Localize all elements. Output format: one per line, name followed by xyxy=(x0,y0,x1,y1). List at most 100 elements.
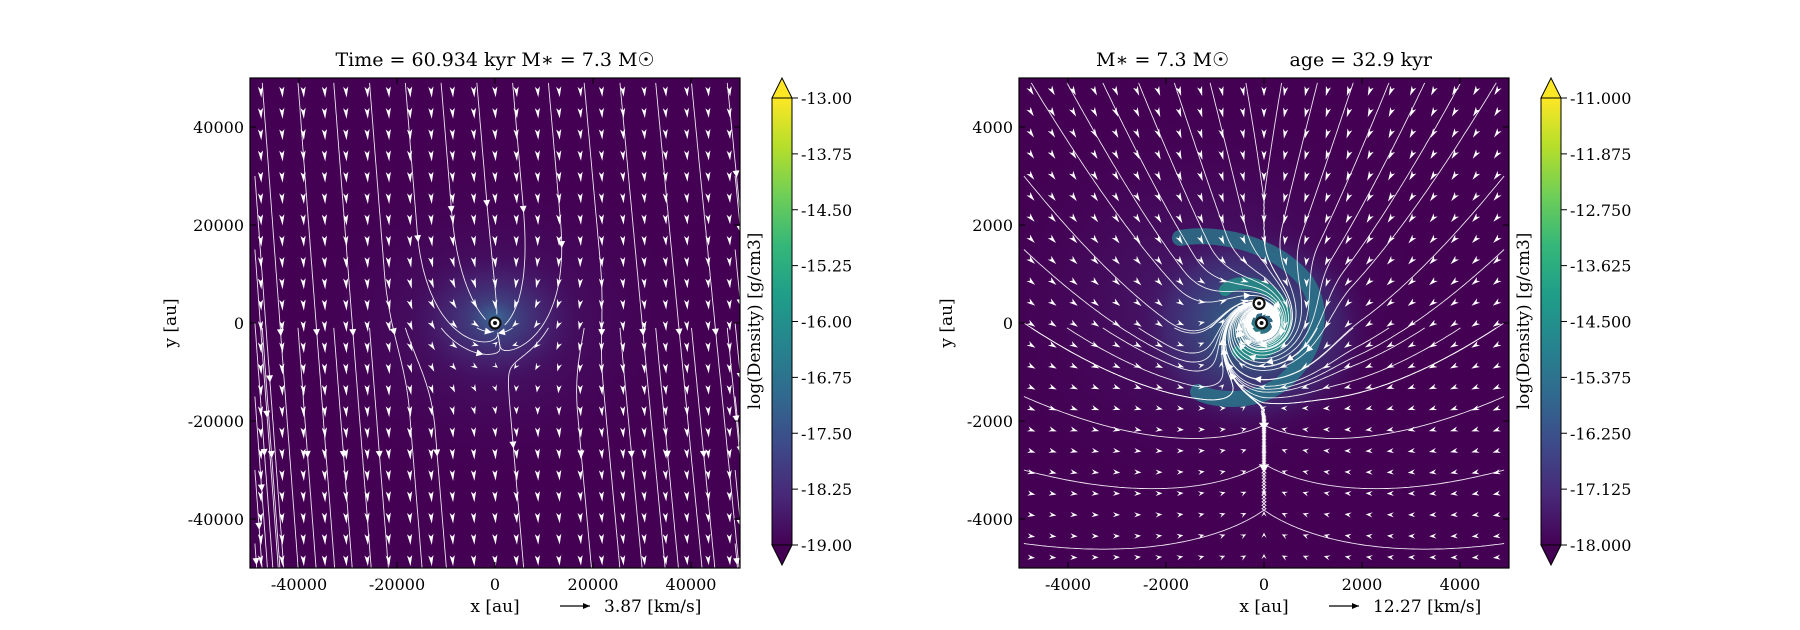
velocity-arrow xyxy=(1026,341,1036,348)
velocity-arrow xyxy=(1027,469,1036,475)
velocity-arrow xyxy=(1026,319,1036,327)
velocity-arrow xyxy=(705,406,711,417)
streamline-arrowhead xyxy=(733,557,740,566)
velocity-arrow xyxy=(662,342,668,353)
velocity-arrow xyxy=(662,427,668,438)
velocity-arrow xyxy=(556,555,562,566)
velocity-arrow xyxy=(279,235,285,247)
velocity-arrow xyxy=(300,299,306,311)
streamline xyxy=(254,322,274,568)
velocity-arrow xyxy=(407,491,413,503)
velocity-arrow xyxy=(470,427,476,438)
velocity-arrow xyxy=(257,406,264,418)
velocity-arrow xyxy=(385,406,391,418)
velocity-arrow xyxy=(556,406,562,416)
velocity-arrow xyxy=(1175,107,1182,118)
velocity-arrow xyxy=(491,362,498,368)
velocity-arrow xyxy=(1155,405,1163,411)
velocity-arrow xyxy=(1155,448,1163,454)
velocity-arrow xyxy=(726,256,732,267)
velocity-arrow xyxy=(535,277,541,289)
velocity-arrow xyxy=(1388,85,1395,96)
velocity-arrow xyxy=(1430,149,1438,159)
velocity-arrow xyxy=(257,171,264,183)
velocity-arrow xyxy=(1090,192,1098,202)
velocity-arrow xyxy=(662,150,668,161)
velocity-arrow xyxy=(1026,149,1035,159)
velocity-arrow xyxy=(1365,426,1373,432)
velocity-arrow xyxy=(1133,362,1142,369)
velocity-arrow xyxy=(1026,170,1035,180)
velocity-arrow xyxy=(1154,234,1162,244)
velocity-arrow xyxy=(684,555,690,566)
velocity-arrow xyxy=(343,533,349,545)
velocity-arrow xyxy=(1175,298,1184,306)
velocity-arrow xyxy=(1238,362,1246,369)
velocity-arrow xyxy=(1112,469,1121,475)
velocity-arrow xyxy=(641,86,647,97)
velocity-arrow xyxy=(1409,85,1417,96)
streamline-arrowhead xyxy=(349,328,357,337)
velocity-arrow xyxy=(535,362,541,371)
velocity-arrow xyxy=(684,320,690,331)
streamline-arrowhead xyxy=(1270,304,1279,312)
velocity-arrow xyxy=(1027,554,1036,560)
velocity-arrow xyxy=(1132,255,1141,265)
colorbar-tick-label: -13.625 xyxy=(1570,257,1631,276)
velocity-arrow xyxy=(343,406,349,418)
velocity-arrow xyxy=(1323,491,1331,497)
velocity-arrow xyxy=(662,320,668,332)
streamline-arrowhead xyxy=(1286,354,1294,361)
velocity-arrow xyxy=(1408,512,1416,518)
velocity-arrow xyxy=(1027,447,1036,453)
velocity-arrow xyxy=(300,129,306,141)
streamline-arrowhead xyxy=(497,328,506,336)
velocity-arrow xyxy=(279,214,285,226)
velocity-arrow xyxy=(1261,150,1267,161)
y-tick-label: 2000 xyxy=(972,216,1013,235)
velocity-arrow xyxy=(407,171,413,183)
velocity-arrow xyxy=(1281,534,1289,540)
velocity-arrow xyxy=(1325,149,1331,160)
colorbar-right: -11.000 -11.875 -12.750 -13.625 -14.500 -15.3… xyxy=(1514,76,1631,567)
streamline-arrowhead xyxy=(475,349,484,357)
velocity-arrow xyxy=(385,235,391,247)
velocity-arrow xyxy=(514,299,520,309)
velocity-arrow xyxy=(1218,470,1226,476)
velocity-arrow xyxy=(1048,426,1057,432)
panel-right: M∗ = 7.3 M☉ age = 32.9 kyr -4000 -2000 0 20… xyxy=(937,49,1631,617)
velocity-arrow xyxy=(1280,341,1289,349)
velocity-arrow xyxy=(1450,447,1459,453)
velocity-arrow xyxy=(1091,512,1099,518)
velocity-arrow xyxy=(385,363,391,375)
velocity-arrow xyxy=(1492,341,1502,348)
velocity-arrow xyxy=(321,342,327,354)
velocity-arrow xyxy=(620,384,626,396)
velocity-arrow xyxy=(343,299,349,311)
velocity-arrow xyxy=(1325,192,1332,203)
velocity-arrow xyxy=(321,150,327,162)
velocity-arrow xyxy=(1090,128,1098,138)
velocity-arrow xyxy=(705,86,711,97)
velocity-arrow xyxy=(534,86,540,98)
streamline-arrowhead xyxy=(276,328,284,337)
velocity-arrow xyxy=(534,555,540,566)
streamline-arrowhead xyxy=(389,327,397,336)
velocity-arrow xyxy=(598,406,604,417)
velocity-arrow xyxy=(1026,255,1035,264)
velocity-arrow xyxy=(620,363,626,374)
velocity-arrow xyxy=(1218,255,1226,264)
velocity-arrow xyxy=(1322,362,1331,369)
velocity-arrow xyxy=(1365,277,1374,286)
velocity-arrow xyxy=(1325,171,1331,182)
streamline-arrowhead xyxy=(255,522,263,530)
velocity-arrow xyxy=(1493,234,1502,243)
velocity-arrow xyxy=(1365,469,1373,475)
velocity-arrow xyxy=(492,171,498,183)
velocity-key-arrowhead-right xyxy=(1352,603,1359,609)
velocity-arrow xyxy=(726,342,732,353)
velocity-arrow xyxy=(641,107,647,119)
velocity-arrow xyxy=(1175,149,1182,160)
velocity-arrow xyxy=(428,171,434,183)
y-tick-label: -2000 xyxy=(967,412,1013,431)
